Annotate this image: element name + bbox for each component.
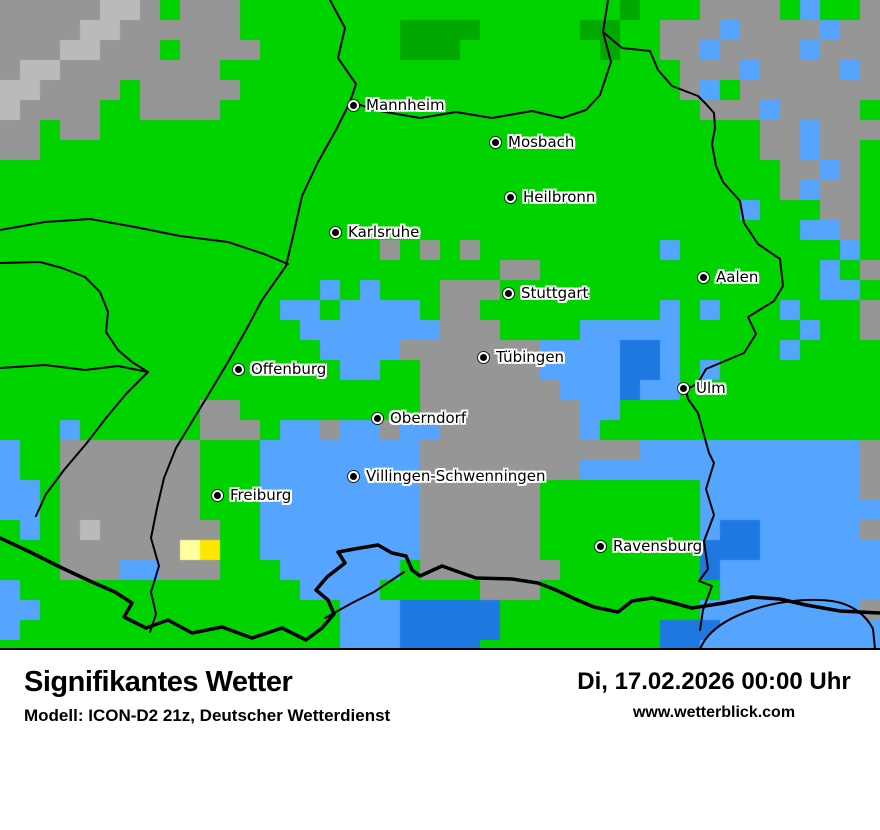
city-label: Mosbach [508,133,575,151]
weather-map: Mannheim Mosbach Heilbronn Karlsruhe Aalen St… [0,0,880,650]
city-marker-heilbronn: Heilbronn [507,188,595,206]
city-label: Heilbronn [523,188,596,206]
city-label: Karlsruhe [348,223,420,241]
city-marker-oberndorf: Oberndorf [374,409,466,427]
city-dot-icon [700,273,707,281]
city-label: Tübingen [496,348,565,366]
city-label: Freiburg [230,486,292,504]
model-info: Modell: ICON-D2 21z, Deutscher Wetterdie… [24,706,391,725]
forecast-datetime: Di, 17.02.2026 00:00 Uhr [577,668,851,695]
city-label: Ravensburg [613,537,703,555]
city-dot-icon [597,542,604,550]
city-marker-stuttgart: Stuttgart [505,284,588,302]
city-dot-icon [350,101,357,109]
city-dot-icon [214,491,221,499]
city-marker-t-bingen: Tübingen [480,348,564,366]
city-marker-ulm: Ulm [680,379,726,397]
city-dot-icon [492,138,499,146]
city-dot-icon [374,414,381,422]
city-label: Stuttgart [521,284,589,302]
city-dot-icon [332,228,339,236]
city-marker-offenburg: Offenburg [235,360,326,378]
city-dot-icon [480,353,487,361]
city-label: Mannheim [366,96,445,114]
city-label: Oberndorf [390,409,467,427]
city-marker-ravensburg: Ravensburg [597,537,702,555]
city-label: Villingen-Schwenningen [366,467,546,485]
datetime-block: Di, 17.02.2026 00:00 Uhr www.wetterblick… [556,668,872,722]
city-marker-mannheim: Mannheim [350,96,445,114]
city-marker-mosbach: Mosbach [492,133,574,151]
city-label: Aalen [716,268,759,286]
map-frame-line [0,648,880,650]
city-marker-karlsruhe: Karlsruhe [332,223,419,241]
city-marker-villingen-schwenningen: Villingen-Schwenningen [350,467,546,485]
city-dot-icon [350,472,357,480]
city-dot-icon [505,289,512,297]
page-title: Signifikantes Wetter [24,666,293,698]
city-dot-icon [507,193,514,201]
city-label: Ulm [696,379,726,397]
footer: Signifikantes Wetter Modell: ICON-D2 21z… [0,650,880,830]
website-url: www.wetterblick.com [632,704,796,721]
city-marker-freiburg: Freiburg [214,486,291,504]
city-dot-icon [235,365,242,373]
city-marker-aalen: Aalen [700,268,758,286]
city-dot-icon [680,384,687,392]
city-label: Offenburg [251,360,327,378]
